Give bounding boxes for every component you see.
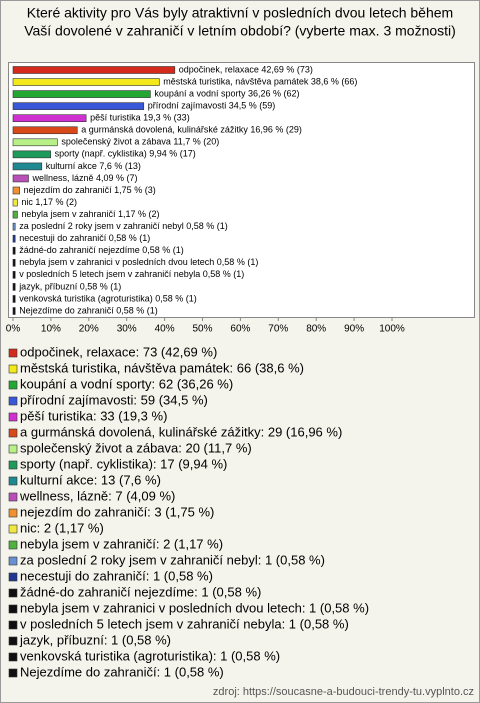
legend-marker xyxy=(8,444,18,454)
bar-label: městská turistika, návštěva památek 38,6… xyxy=(163,76,357,86)
legend-label: wellness, lázně: 7 (4,09 %) xyxy=(19,488,175,503)
bar xyxy=(12,198,18,207)
legend-label: venkovská turistika (agroturistika): 1 (… xyxy=(20,648,280,663)
legend-label: odpočinek, relaxace: 73 (42,69 %) xyxy=(20,344,217,359)
x-tick-label: 90% xyxy=(344,324,364,335)
x-tick-label: 40% xyxy=(155,324,175,335)
legend-marker xyxy=(8,540,18,550)
legend-label: nic: 2 (1,17 %) xyxy=(20,520,104,535)
legend-marker xyxy=(8,476,18,486)
source: zdroj: https://soucasne-a-budouci-trendy… xyxy=(213,686,474,698)
legend-label: sporty (např. cyklistika): 17 (9,94 %) xyxy=(20,456,227,471)
bar-label: pěší turistika 19,3 % (33) xyxy=(90,113,190,123)
bar-label: jazyk, příbuzní 0,58 % (1) xyxy=(18,281,121,291)
x-tick-label: 50% xyxy=(192,324,212,335)
legend-marker xyxy=(8,492,18,502)
chart-title: Vaší dovolené v zahraničí v letním obdob… xyxy=(24,23,456,39)
bar xyxy=(12,78,160,86)
legend-marker xyxy=(8,364,18,374)
bar xyxy=(12,90,151,98)
legend-label: Nejezdíme do zahraničí: 1 (0,58 %) xyxy=(20,664,224,679)
legend-marker xyxy=(8,620,18,630)
bar-label: sporty (např. cyklistika) 9,94 % (17) xyxy=(55,149,196,159)
chart-title: Které aktivity pro Vás byly atraktivní v… xyxy=(27,5,453,21)
legend-marker xyxy=(8,460,18,470)
legend-label: nebyla jsem v zahraničí: 2 (1,17 %) xyxy=(20,536,223,551)
x-tick-label: 0% xyxy=(6,324,21,335)
legend-label: přírodní zajímavosti: 59 (34,5 %) xyxy=(20,392,208,407)
legend-label: nebyla jsem v zahranici v posledních dvo… xyxy=(20,600,369,615)
bar xyxy=(12,174,29,183)
bar-label: a gurmánská dovolená, kulinářské zážitky… xyxy=(81,125,302,135)
bar xyxy=(12,186,20,195)
bar xyxy=(12,138,58,147)
bar xyxy=(12,222,16,231)
x-tick-label: 100% xyxy=(379,324,405,335)
bar-label: necestuji do zahraničí 0,58 % (1) xyxy=(19,233,150,243)
bar xyxy=(12,271,16,279)
bar xyxy=(12,246,16,255)
bar xyxy=(12,307,16,315)
legend-label: koupání a vodní sporty: 62 (36,26 %) xyxy=(20,376,233,391)
x-tick-label: 60% xyxy=(230,324,250,335)
bar xyxy=(12,114,87,122)
bar-label: kulturní akce 7,6 % (13) xyxy=(46,161,141,171)
bar-label: nic 1,17 % (2) xyxy=(21,197,77,207)
bar-label: venkovská turistika (agroturistika) 0,58… xyxy=(19,293,197,303)
legend-label: jazyk, příbuzní: 1 (0,58 %) xyxy=(19,632,171,647)
bar-label: společenský život a zábava 11,7 % (20) xyxy=(61,137,219,147)
bar-label: přírodní zajímavosti 34,5 % (59) xyxy=(148,101,276,111)
legend-marker xyxy=(8,556,18,566)
x-tick-label: 10% xyxy=(41,324,61,335)
bar xyxy=(12,66,176,74)
x-tick-label: 20% xyxy=(79,324,99,335)
legend-marker xyxy=(8,348,18,358)
bar xyxy=(12,258,16,267)
bar-label: koupání a vodní sporty 36,26 % (62) xyxy=(154,88,299,98)
bar-label: nejezdím do zahraničí 1,75 % (3) xyxy=(24,185,156,195)
legend-marker xyxy=(8,636,18,646)
bar xyxy=(12,295,16,303)
bar-label: nebyla jsem v zahraničí 1,17 % (2) xyxy=(21,209,159,219)
legend-marker xyxy=(8,396,18,406)
x-tick-label: 80% xyxy=(306,324,326,335)
legend-label: žádné-do zahraničí nejezdíme: 1 (0,58 %) xyxy=(20,584,261,599)
legend-marker xyxy=(8,652,18,662)
bar xyxy=(12,234,16,243)
legend-label: městská turistika, návštěva památek: 66 … xyxy=(20,360,304,375)
x-tick-label: 30% xyxy=(117,324,137,335)
bar xyxy=(12,126,78,135)
legend-marker xyxy=(8,380,18,390)
bar-label: v posledních 5 letech jsem v zahraničí n… xyxy=(19,269,244,279)
legend-label: společenský život a zábava: 20 (11,7 %) xyxy=(20,440,252,455)
x-tick-label: 70% xyxy=(268,324,288,335)
legend-marker xyxy=(8,604,18,614)
bar-label: odpočinek, relaxace 42,69 % (73) xyxy=(179,64,313,74)
bar xyxy=(12,210,18,219)
bar xyxy=(12,283,16,291)
legend-marker xyxy=(8,412,18,422)
bar-label: nebyla jsem v zahranici v posledních dvo… xyxy=(19,257,258,267)
legend-marker xyxy=(8,588,18,598)
legend-label: nejezdím do zahraničí: 3 (1,75 %) xyxy=(20,504,214,519)
bar xyxy=(12,102,145,110)
legend-label: za poslední 2 roky jsem v zahraničí neby… xyxy=(20,552,325,567)
bar-label: Nejezdíme do zahraničí 0,58 % (1) xyxy=(19,305,158,315)
bar-label: za poslední 2 roky jsem v zahraničí neby… xyxy=(19,221,228,231)
legend-marker xyxy=(8,524,18,534)
legend-marker xyxy=(8,508,18,518)
legend-marker xyxy=(8,668,18,678)
legend-label: pěší turistika: 33 (19,3 %) xyxy=(20,408,167,423)
legend-label: kulturní akce: 13 (7,6 %) xyxy=(20,472,161,487)
legend-label: a gurmánská dovolená, kulinářské zážitky… xyxy=(20,424,342,439)
bar xyxy=(12,162,43,171)
legend-marker xyxy=(8,428,18,438)
legend-marker xyxy=(8,572,18,582)
legend-label: v posledních 5 letech jsem v zahraničí n… xyxy=(20,616,349,631)
bar-label: wellness, lázně 4,09 % (7) xyxy=(32,173,138,183)
legend-label: necestuji do zahraničí: 1 (0,58 %) xyxy=(20,568,213,583)
bar xyxy=(12,150,51,159)
bar-label: žádné-do zahraničí nejezdíme 0,58 % (1) xyxy=(19,245,184,255)
